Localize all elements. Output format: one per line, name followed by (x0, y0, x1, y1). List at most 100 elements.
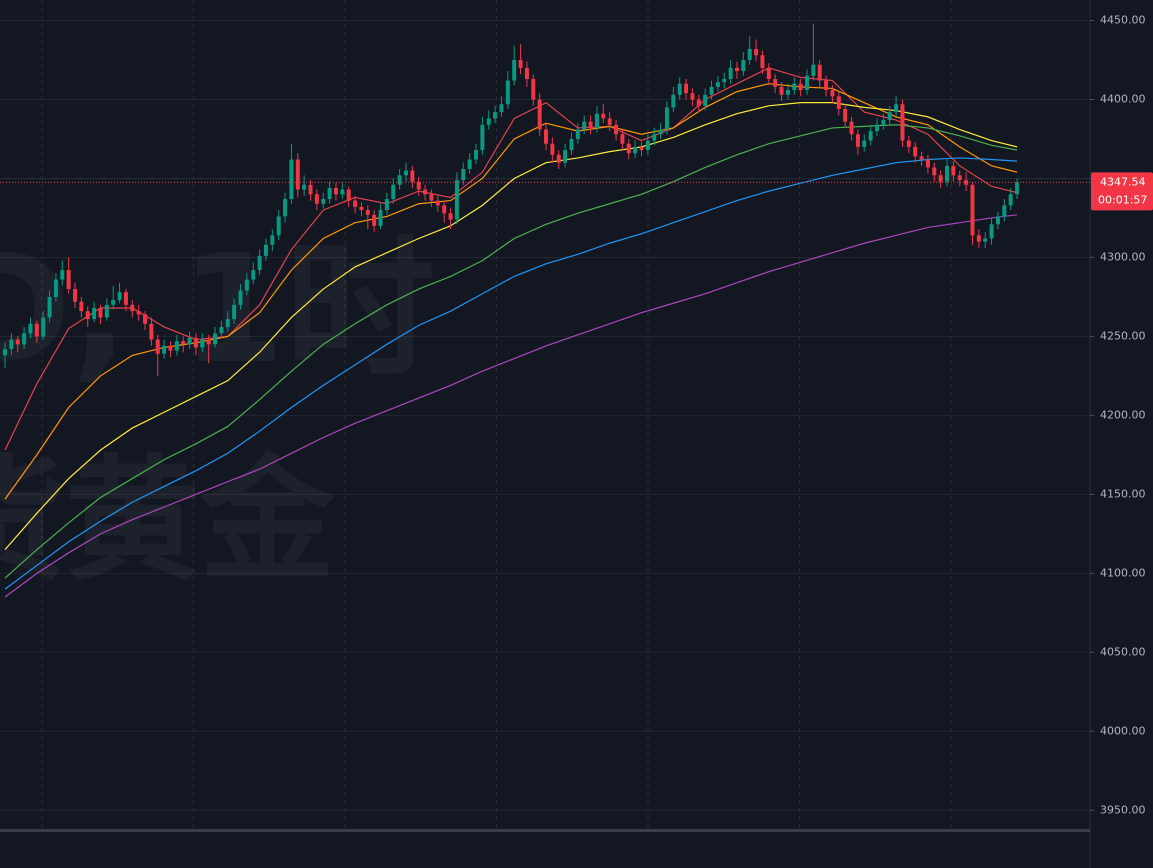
candle-body (308, 184, 313, 195)
candle-body (193, 338, 198, 348)
candle-body (715, 82, 720, 87)
watermark: XAUUSD, 1时 现货黄金 (0, 223, 435, 599)
candle-body (136, 311, 141, 315)
last-price-box (1091, 172, 1153, 211)
candle-body (244, 279, 249, 291)
candle-body (1002, 205, 1007, 217)
candle-body (607, 118, 612, 125)
candle-body (111, 300, 116, 305)
y-tick-label: 4250.00 (1100, 329, 1146, 342)
candle-body (925, 159, 930, 168)
y-tick-label: 4200.00 (1100, 408, 1146, 421)
candle-body (900, 104, 905, 141)
candle-body (346, 189, 351, 201)
candle-body (582, 121, 587, 130)
time-scrollbar (0, 829, 1090, 832)
candle-body (22, 333, 27, 345)
candle-body (238, 290, 243, 305)
candle-body (505, 80, 510, 105)
candle-body (28, 323, 33, 334)
candle-body (849, 121, 854, 135)
candle-body (359, 206, 364, 211)
candle-body (709, 86, 714, 95)
candle-body (365, 210, 370, 215)
candle-body (123, 292, 128, 305)
candle-body (773, 78, 778, 87)
candle-body (391, 184, 396, 200)
candle-body (34, 323, 39, 337)
candle-body (741, 60, 746, 72)
candle-body (868, 131, 873, 141)
candle-body (461, 169, 466, 181)
candle-body (372, 214, 377, 226)
candle-body (792, 83, 797, 91)
candle-body (429, 194, 434, 201)
candle-body (957, 175, 962, 181)
candle-body (206, 339, 211, 345)
candle-body (556, 154, 561, 163)
candle-body (830, 90, 835, 97)
candle-body (728, 67, 733, 79)
candle-body (73, 289, 78, 302)
candle-body (875, 124, 880, 132)
candle-body (251, 270, 256, 280)
candle-body (588, 121, 593, 128)
candle-body (798, 83, 803, 91)
candle-body (92, 307, 97, 320)
y-tick-label: 4000.00 (1100, 724, 1146, 737)
candle-body (232, 304, 237, 320)
candle-body (53, 279, 58, 297)
moving-average-line (4, 102, 1018, 551)
y-tick-label: 4300.00 (1100, 250, 1146, 263)
candle-body (384, 199, 389, 211)
candle-body (295, 159, 300, 190)
candle-body (435, 200, 440, 206)
candle-body (932, 167, 937, 176)
candle-body (143, 314, 148, 324)
candle-body (219, 326, 224, 334)
candle-body (181, 341, 186, 345)
candle-body (378, 210, 383, 226)
candle-body (174, 341, 179, 351)
candle-body (3, 349, 7, 356)
y-tick-label: 3950.00 (1100, 803, 1146, 816)
candle-body (200, 339, 205, 348)
candle-body (976, 235, 981, 242)
candle-body (824, 80, 829, 91)
candle-body (989, 224, 994, 239)
candle-body (836, 96, 841, 109)
candle-body (130, 304, 135, 312)
candle-body (779, 86, 784, 95)
candle-body (677, 83, 682, 95)
candle-body (213, 333, 218, 345)
candle-body (645, 140, 650, 151)
candle-body (416, 181, 421, 190)
watermark-name: 现货黄金 (0, 442, 336, 599)
moving-average-line (4, 157, 1018, 590)
candle-body (47, 296, 52, 318)
candle-body (594, 113, 599, 128)
candle-body (314, 194, 319, 204)
candle-body (512, 60, 517, 81)
last-price-label: 4347.54 (1100, 175, 1146, 188)
y-tick-label: 4400.00 (1100, 93, 1146, 106)
candle-body (817, 64, 822, 81)
candle-body (881, 120, 886, 125)
candle-body (85, 311, 90, 320)
candle-body (563, 150, 568, 163)
candle-body (1008, 194, 1013, 206)
candle-body (652, 134, 657, 141)
candle-body (785, 90, 790, 95)
candle-body (544, 129, 549, 144)
candle-body (620, 134, 625, 144)
candle-body (671, 94, 676, 108)
candle-body (333, 187, 338, 195)
candle-body (499, 104, 504, 113)
candle-body (257, 255, 262, 271)
candle-body (524, 67, 529, 79)
candle-body (480, 124, 485, 151)
candle-body (1015, 182, 1020, 195)
candle-body (537, 99, 542, 130)
candle-body (760, 55, 765, 68)
